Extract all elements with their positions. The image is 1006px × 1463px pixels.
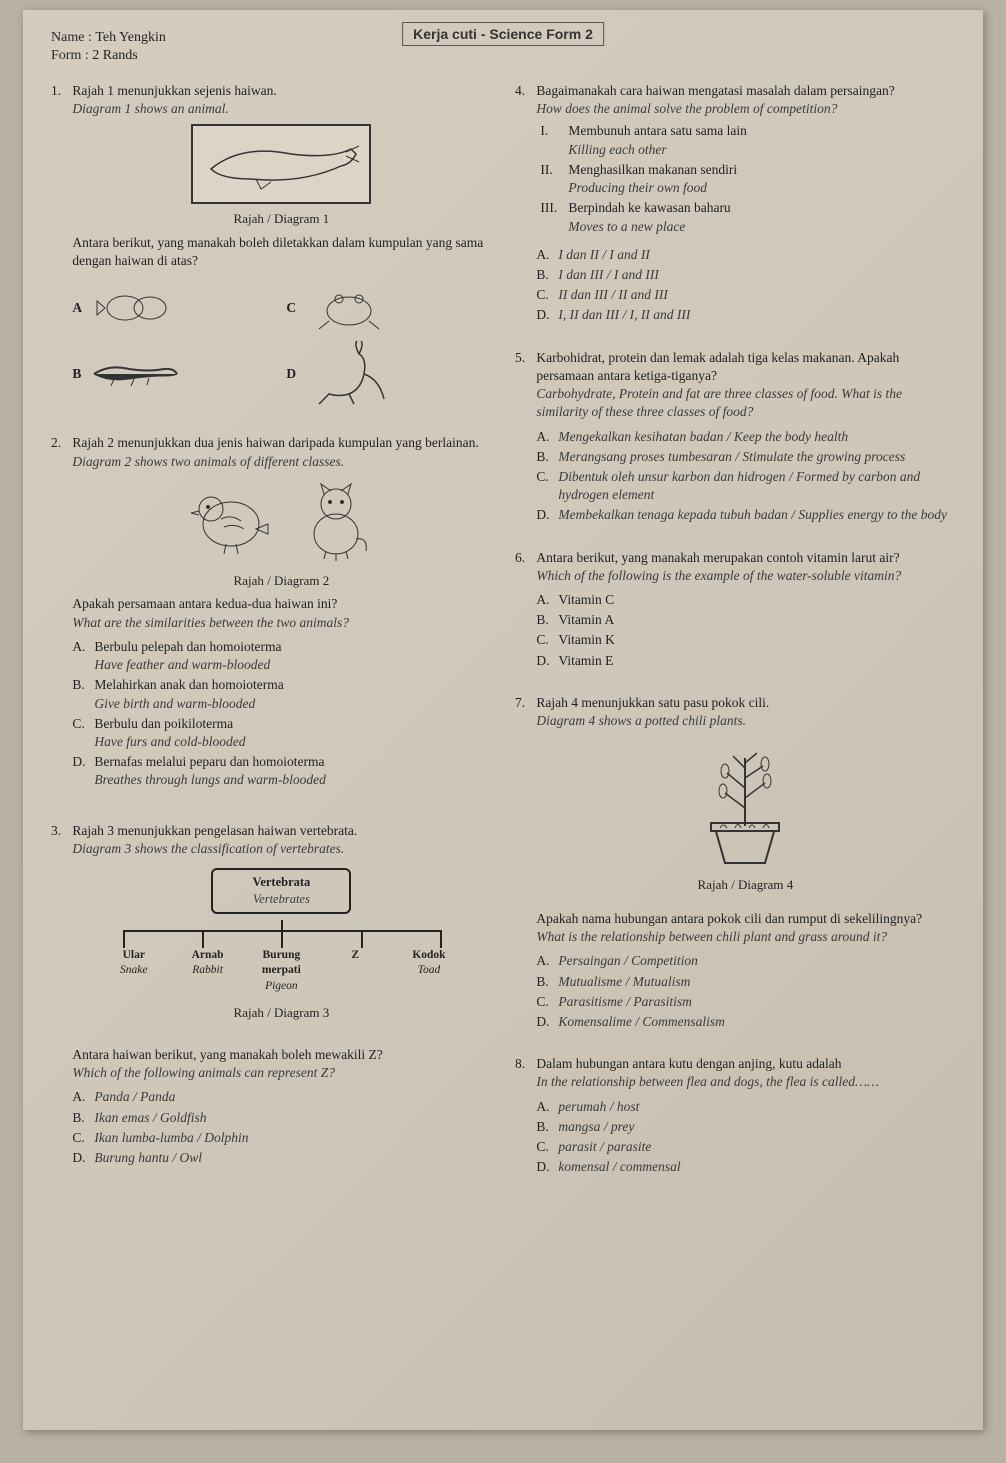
tree-connector xyxy=(101,920,461,948)
q7-prompt1: Apakah nama hubungan antara pokok cili d… xyxy=(536,910,954,928)
name-value: Teh Yengkin xyxy=(95,30,166,45)
question-4: 4. Bagaimanakah cara haiwan mengatasi ma… xyxy=(515,82,955,327)
right-column: 4. Bagaimanakah cara haiwan mengatasi ma… xyxy=(515,82,955,1201)
q7-line1: Rajah 4 menunjukkan satu pasu pokok cili… xyxy=(536,694,954,712)
q7-caption: Rajah / Diagram 4 xyxy=(536,876,954,894)
q5-line2: Carbohydrate, Protein and fat are three … xyxy=(536,385,954,421)
q1-choice-d: D xyxy=(286,344,490,404)
q3-tree-diagram: Vertebrata Vertebrates UlarSna xyxy=(101,868,461,994)
worksheet-title: Kerja cuti - Science Form 2 xyxy=(413,26,593,42)
fish-icon xyxy=(90,278,180,338)
name-label: Name : xyxy=(51,30,92,45)
q8-options: A.perumah / host B.mangsa / prey C.paras… xyxy=(536,1098,954,1177)
q6-line1: Antara berikut, yang manakah merupakan c… xyxy=(536,549,954,567)
form-label: Form : xyxy=(51,48,89,63)
q7-prompt2: What is the relationship between chili p… xyxy=(536,928,954,946)
q4-line1: Bagaimanakah cara haiwan mengatasi masal… xyxy=(536,82,954,100)
q7-number: 7. xyxy=(515,694,533,712)
tree-leaves: UlarSnake ArnabRabbit Burung merpatiPige… xyxy=(101,948,461,995)
q6-options: A.Vitamin C B.Vitamin A C.Vitamin K D.Vi… xyxy=(536,591,954,670)
q1-caption: Rajah / Diagram 1 xyxy=(72,210,490,228)
q8-line2: In the relationship between flea and dog… xyxy=(536,1073,954,1091)
q1-choice-a: A xyxy=(72,278,276,338)
q6-number: 6. xyxy=(515,549,533,567)
q2-line1: Rajah 2 menunjukkan dua jenis haiwan dar… xyxy=(72,434,490,452)
cat-icon xyxy=(296,479,376,564)
question-1: 1. Rajah 1 menunjukkan sejenis haiwan. D… xyxy=(51,82,491,412)
q7-line2: Diagram 4 shows a potted chili plants. xyxy=(536,712,954,730)
worksheet-page: Kerja cuti - Science Form 2 Name : Teh Y… xyxy=(23,10,983,1430)
question-5: 5. Karbohidrat, protein dan lemak adalah… xyxy=(515,349,955,527)
q2-diagram xyxy=(72,479,490,564)
q2-number: 2. xyxy=(51,434,69,452)
worksheet-title-box: Kerja cuti - Science Form 2 xyxy=(402,22,604,46)
q1-line2: Diagram 1 shows an animal. xyxy=(72,100,490,118)
bird-icon xyxy=(186,479,276,559)
q3-prompt1: Antara haiwan berikut, yang manakah bole… xyxy=(72,1046,490,1064)
q3-number: 3. xyxy=(51,822,69,840)
q1-prompt: Antara berikut, yang manakah boleh dilet… xyxy=(72,234,490,270)
q2-options: A.Berbulu pelepah dan homoiotermaHave fe… xyxy=(72,638,490,790)
q8-line1: Dalam hubungan antara kutu dengan anjing… xyxy=(536,1055,954,1073)
q1-line1: Rajah 1 menunjukkan sejenis haiwan. xyxy=(72,82,490,100)
columns: 1. Rajah 1 menunjukkan sejenis haiwan. D… xyxy=(51,82,955,1201)
q2-prompt1: Apakah persamaan antara kedua-dua haiwan… xyxy=(72,595,490,613)
q1-choice-b: B xyxy=(72,344,276,404)
q4-number: 4. xyxy=(515,82,533,100)
question-2: 2. Rajah 2 menunjukkan dua jenis haiwan … xyxy=(51,434,491,791)
q6-line2: Which of the following is the example of… xyxy=(536,567,954,585)
q5-number: 5. xyxy=(515,349,533,367)
q3-line2: Diagram 3 shows the classification of ve… xyxy=(72,840,490,858)
form-value: 2 Rands xyxy=(92,48,138,63)
q4-line2: How does the animal solve the problem of… xyxy=(536,100,954,118)
question-3: 3. Rajah 3 menunjukkan pengelasan haiwan… xyxy=(51,822,491,1170)
q1-choice-grid: A C B xyxy=(72,278,490,404)
q7-options: A.Persaingan / Competition B.Mutualisme … xyxy=(536,952,954,1031)
q4-options: A.I dan II / I and II B.I dan III / I an… xyxy=(536,246,954,325)
question-8: 8. Dalam hubungan antara kutu dengan anj… xyxy=(515,1055,955,1178)
lizard-icon xyxy=(89,344,179,404)
q2-line2: Diagram 2 shows two animals of different… xyxy=(72,453,490,471)
q2-caption: Rajah / Diagram 2 xyxy=(72,572,490,590)
question-7: 7. Rajah 4 menunjukkan satu pasu pokok c… xyxy=(515,694,955,1033)
q7-diagram xyxy=(536,738,954,868)
q3-prompt2: Which of the following animals can repre… xyxy=(72,1064,490,1082)
question-6: 6. Antara berikut, yang manakah merupaka… xyxy=(515,549,955,672)
q1-choice-c: C xyxy=(286,278,490,338)
q5-options: A.Mengekalkan kesihatan badan / Keep the… xyxy=(536,428,954,525)
q2-prompt2: What are the similarities between the tw… xyxy=(72,614,490,632)
q4-roman-list: I.Membunuh antara satu sama lainKilling … xyxy=(540,122,954,235)
q5-line1: Karbohidrat, protein dan lemak adalah ti… xyxy=(536,349,954,385)
potted-plant-icon xyxy=(685,738,805,868)
q3-line1: Rajah 3 menunjukkan pengelasan haiwan ve… xyxy=(72,822,490,840)
q3-caption: Rajah / Diagram 3 xyxy=(72,1004,490,1022)
left-column: 1. Rajah 1 menunjukkan sejenis haiwan. D… xyxy=(51,82,491,1201)
tree-root: Vertebrata Vertebrates xyxy=(211,868,351,914)
form-line: Form : 2 Rands xyxy=(51,48,955,64)
q1-diagram-box xyxy=(191,124,371,204)
q1-number: 1. xyxy=(51,82,69,100)
kangaroo-icon xyxy=(304,344,394,404)
q8-number: 8. xyxy=(515,1055,533,1073)
q3-options: A.Panda / Panda B.Ikan emas / Goldfish C… xyxy=(72,1088,490,1167)
whale-icon xyxy=(201,134,361,194)
frog-icon xyxy=(304,278,394,338)
